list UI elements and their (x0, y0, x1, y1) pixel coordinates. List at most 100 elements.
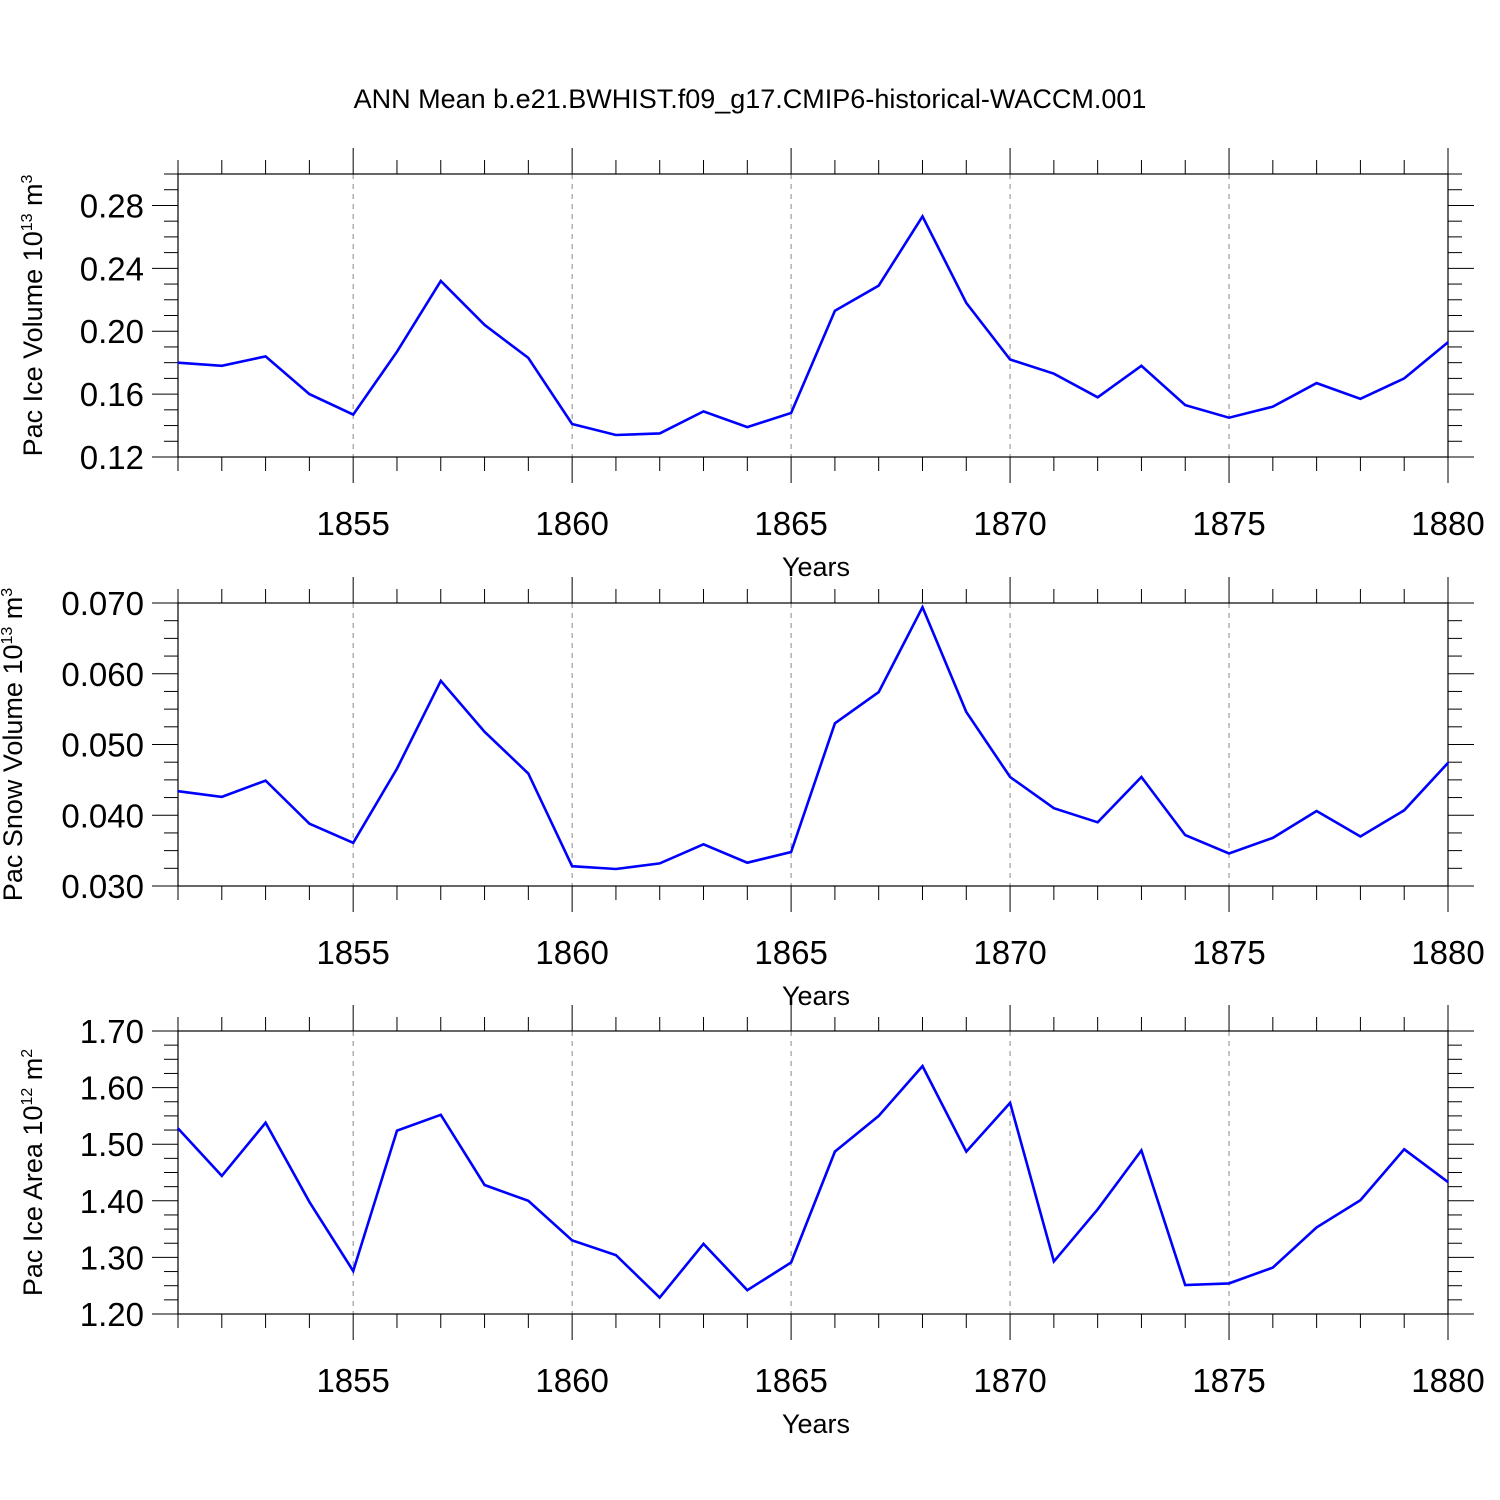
data-point (702, 1243, 705, 1245)
y-axis-title: Pac Snow Volume 1013 m3 (0, 588, 28, 901)
data-point (352, 413, 354, 416)
data-point (1403, 809, 1406, 812)
plot-frame (177, 173, 1449, 458)
chart-panel-2: 1855 1860 1865 1870 1875 1880 0.030 0.040 0.050 0… (0, 577, 1485, 1011)
data-point (790, 412, 792, 414)
data-point (571, 1239, 573, 1242)
data-point (615, 1254, 617, 1256)
data-point (877, 1115, 880, 1117)
data-point (1315, 810, 1318, 812)
y-tick-label: 1.30 (80, 1239, 144, 1276)
x-tick-label: 1860 (535, 1362, 608, 1399)
chart-panel-3: 1855 1860 1865 1870 1875 1880 1.20 1.30 1.40 1.50… (18, 1005, 1485, 1439)
data-point (1272, 405, 1274, 408)
x-tick-label: 1855 (316, 934, 389, 971)
chart-panel-1: 1855 1860 1865 1870 1875 1880 0.12 0.16 0.20 0.24… (18, 148, 1485, 582)
y-tick-label: 0.28 (80, 187, 144, 224)
x-tick-label: 1865 (754, 1362, 827, 1399)
data-point (965, 1150, 968, 1153)
data-point (308, 1201, 311, 1203)
data-point (615, 868, 617, 870)
x-axis-title: Years (782, 552, 850, 582)
data-point (308, 393, 311, 395)
y-tick-label: 0.16 (80, 376, 144, 413)
data-point (702, 410, 705, 413)
y-tick-label: 1.60 (80, 1070, 144, 1107)
data-point (1228, 852, 1230, 855)
x-axis-title: Years (782, 981, 850, 1011)
x-axis-title: Years (782, 1409, 850, 1439)
y-tick-label: 0.12 (80, 439, 144, 476)
x-tick-label: 1880 (1411, 934, 1484, 971)
data-point (965, 711, 968, 713)
data-point (658, 1296, 661, 1299)
x-tick-label: 1860 (535, 934, 608, 971)
data-point (1315, 1226, 1318, 1229)
x-tick-label: 1880 (1411, 1362, 1484, 1399)
data-point (439, 680, 442, 682)
data-point (1140, 365, 1143, 367)
data-point (790, 851, 792, 853)
data-point (746, 1289, 749, 1292)
data-point (352, 1270, 354, 1272)
data-point (921, 1065, 924, 1067)
data-point (1359, 1199, 1362, 1202)
x-tick-label: 1870 (973, 1362, 1046, 1399)
data-point (264, 779, 267, 782)
data-point (1447, 1181, 1449, 1183)
data-point (746, 861, 749, 864)
data-point (1359, 398, 1362, 400)
y-tick-label: 1.20 (80, 1296, 144, 1333)
data-point (396, 350, 398, 353)
y-axis-title: Pac Ice Volume 1013 m3 (18, 174, 48, 456)
data-point (220, 1175, 223, 1177)
data-point (1009, 776, 1011, 778)
data-point (177, 1127, 179, 1130)
data-point (921, 606, 924, 609)
data-point (439, 280, 442, 282)
data-point (1447, 341, 1449, 344)
data-point (527, 357, 530, 359)
data-point (1009, 1102, 1011, 1104)
data-point (1272, 837, 1274, 839)
data-point (834, 1150, 836, 1153)
data-point (1096, 396, 1099, 399)
data-point (1009, 358, 1011, 361)
data-point (1228, 1282, 1230, 1285)
x-tick-label: 1855 (316, 505, 389, 542)
y-tick-label: 1.50 (80, 1126, 144, 1163)
x-tick-label: 1880 (1411, 505, 1484, 542)
data-point (1184, 404, 1187, 406)
data-point (177, 361, 179, 364)
y-tick-label: 0.060 (61, 656, 144, 693)
data-point (571, 865, 573, 867)
data-point (1096, 1208, 1099, 1211)
data-point (1359, 835, 1362, 838)
data-point (1096, 821, 1099, 824)
data-point (1315, 382, 1318, 384)
x-tick-label: 1865 (754, 505, 827, 542)
y-tick-label: 0.20 (80, 313, 144, 350)
chart-title: ANN Mean b.e21.BWHIST.f09_g17.CMIP6-hist… (353, 84, 1147, 114)
data-point (615, 434, 617, 436)
data-point (483, 1184, 486, 1186)
data-point (1053, 807, 1055, 809)
y-tick-label: 0.040 (61, 797, 144, 834)
y-tick-label: 0.24 (80, 250, 144, 287)
data-point (658, 862, 661, 865)
data-point (965, 302, 968, 304)
series-line (177, 213, 1449, 437)
data-point (746, 426, 749, 428)
data-point (1184, 834, 1187, 836)
y-tick-label: 0.050 (61, 727, 144, 764)
y-axis-title: Pac Ice Area 1012 m2 (18, 1049, 48, 1296)
y-tick-label: 1.40 (80, 1183, 144, 1220)
data-point (527, 772, 530, 775)
x-tick-label: 1875 (1192, 1362, 1265, 1399)
y-tick-label: 0.030 (61, 868, 144, 905)
data-point (439, 1113, 442, 1116)
data-point (220, 365, 223, 367)
data-point (1403, 1148, 1406, 1151)
x-tick-label: 1870 (973, 505, 1046, 542)
y-tick-label: 1.70 (80, 1013, 144, 1050)
